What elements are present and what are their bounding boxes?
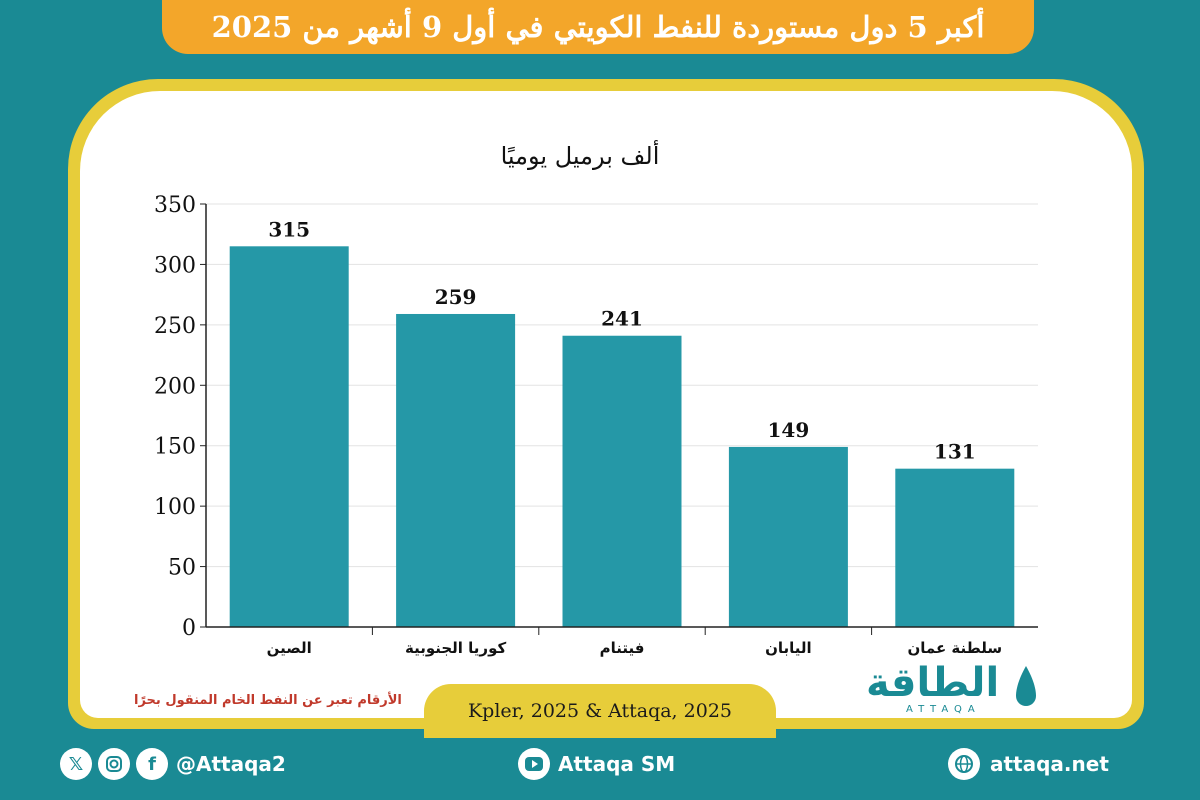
data-label: 241 [601, 307, 643, 331]
data-label: 259 [435, 285, 477, 309]
category-label: اليابان [765, 639, 812, 657]
bar [562, 335, 682, 627]
title-banner: أكبر 5 دول مستوردة للنفط الكويتي في أول … [162, 0, 1034, 54]
bar [895, 468, 1015, 627]
globe-icon[interactable] [948, 748, 980, 780]
footer: 𝕏 f @Attaqa2 Attaqa SM attaqa.net [0, 740, 1200, 800]
chart-subtitle: ألف برميل يوميًا [501, 140, 660, 170]
footnote: الأرقام تعبر عن النفط الخام المنقول بحرً… [134, 693, 402, 708]
category-label: الصين [267, 639, 312, 657]
category-label: فيتنام [600, 639, 645, 657]
y-tick-label: 250 [154, 314, 196, 339]
website-link[interactable]: attaqa.net [990, 752, 1109, 776]
bar [396, 313, 516, 627]
category-label: سلطنة عمان [907, 639, 1002, 657]
instagram-icon[interactable] [98, 748, 130, 780]
chart-title: أكبر 5 دول مستوردة للنفط الكويتي في أول … [211, 10, 985, 44]
drop-icon [1016, 666, 1036, 706]
y-tick-label: 350 [154, 193, 196, 218]
bar [728, 446, 848, 627]
y-tick-label: 0 [182, 616, 196, 641]
youtube-icon[interactable] [518, 748, 550, 780]
y-tick-label: 300 [154, 253, 196, 278]
x-icon[interactable]: 𝕏 [60, 748, 92, 780]
bar [229, 246, 349, 628]
youtube-channel[interactable]: Attaqa SM [558, 752, 676, 776]
logo-word: الطاقة [866, 660, 1000, 706]
y-tick-label: 100 [154, 495, 196, 520]
y-tick-label: 150 [154, 435, 196, 460]
attaqa-logo: الطاقة ATTAQA [866, 660, 1042, 720]
facebook-icon[interactable]: f [136, 748, 168, 780]
y-tick-label: 50 [168, 556, 196, 581]
bar-chart: ألف برميل يوميًا 315 الصين 259 كوريا الجنوب… [154, 140, 1038, 657]
y-tick-label: 200 [154, 374, 196, 399]
data-label: 131 [934, 440, 976, 464]
social-handle[interactable]: @Attaqa2 [176, 752, 286, 776]
source-label: Kpler, 2025 & Attaqa, 2025 [424, 684, 776, 738]
logo-subtitle: ATTAQA [906, 704, 981, 715]
data-label: 149 [768, 418, 810, 442]
category-label: كوريا الجنوبية [405, 639, 506, 657]
data-label: 315 [268, 217, 310, 241]
chart-panel: ألف برميل يوميًا 315 الصين 259 كوريا الجنوب… [80, 91, 1132, 718]
